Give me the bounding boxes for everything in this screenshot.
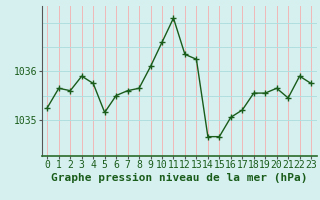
X-axis label: Graphe pression niveau de la mer (hPa): Graphe pression niveau de la mer (hPa)	[51, 173, 308, 183]
